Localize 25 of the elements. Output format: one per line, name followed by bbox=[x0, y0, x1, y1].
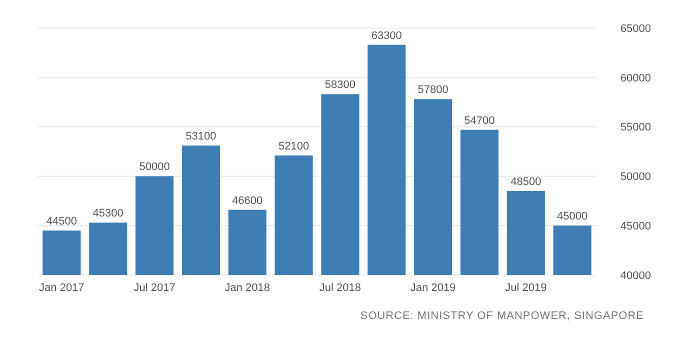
data-label: 46600 bbox=[232, 194, 263, 207]
x-tick-label: Jan 2017 bbox=[39, 282, 84, 294]
y-tick-label: 40000 bbox=[620, 270, 651, 282]
data-label: 48500 bbox=[510, 176, 542, 188]
data-label: 63300 bbox=[371, 30, 402, 42]
data-label: 45300 bbox=[92, 208, 124, 220]
data-label: 57800 bbox=[418, 84, 448, 96]
x-tick-label: Jul 2018 bbox=[319, 282, 362, 294]
data-label: 58300 bbox=[324, 79, 356, 92]
y-tick-label: 50000 bbox=[620, 171, 651, 184]
source-note: SOURCE: MINISTRY OF MANPOWER, SINGAPORE bbox=[360, 310, 644, 322]
x-tick-label: Jan 2018 bbox=[224, 282, 270, 294]
data-label: 53100 bbox=[186, 130, 216, 143]
data-label: 54700 bbox=[464, 114, 495, 127]
x-tick-label: Jul 2017 bbox=[134, 282, 176, 294]
x-tick-label: Jul 2019 bbox=[505, 282, 547, 294]
y-tick-label: 55000 bbox=[620, 122, 651, 134]
data-label: 44500 bbox=[46, 216, 77, 228]
data-label: 45000 bbox=[557, 210, 588, 223]
data-label: 52100 bbox=[278, 140, 310, 152]
x-tick-label: Jan 2019 bbox=[410, 282, 456, 294]
data-label: 50000 bbox=[139, 161, 170, 174]
y-tick-label: 45000 bbox=[620, 220, 651, 232]
y-tick-label: 65000 bbox=[620, 22, 651, 35]
y-tick-label: 60000 bbox=[620, 72, 651, 84]
